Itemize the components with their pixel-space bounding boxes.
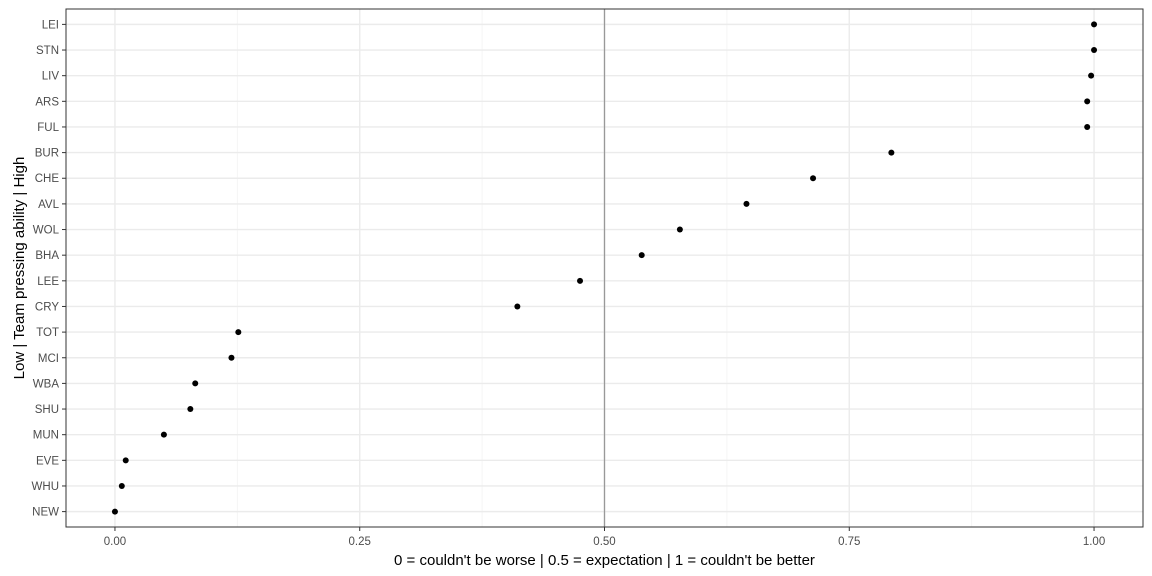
y-tick-label: MCI — [38, 353, 59, 365]
y-tick-label: WOL — [33, 225, 60, 237]
y-tick-label: BUR — [35, 148, 59, 160]
data-point-mun — [160, 431, 167, 438]
x-tick-label: 0.50 — [593, 536, 615, 548]
y-tick-label: FUL — [37, 122, 59, 134]
x-tick-label: 0.75 — [838, 536, 860, 548]
data-point-liv — [1088, 72, 1095, 79]
y-tick-label: LIV — [42, 71, 60, 83]
y-tick-label: CHE — [35, 173, 60, 185]
data-point-ful — [1084, 123, 1091, 130]
data-point-ars — [1084, 98, 1091, 105]
y-tick-label: ARS — [35, 96, 59, 108]
y-axis-ticks: NEW WHU EVE MUN SHU WBA MCI TOT CRY LEE BHA WOL AVL C… — [32, 19, 66, 519]
data-point-lei — [1091, 21, 1098, 28]
y-tick-label: NEW — [32, 507, 59, 519]
data-point-eve — [122, 457, 129, 464]
y-tick-label: TOT — [36, 327, 59, 339]
x-tick-label: 1.00 — [1083, 536, 1105, 548]
y-tick-label: AVL — [38, 199, 59, 211]
data-point-wol — [676, 226, 683, 233]
data-points — [111, 21, 1098, 515]
y-tick-label: CRY — [35, 301, 59, 313]
data-point-che — [810, 175, 817, 182]
data-point-wba — [192, 380, 199, 387]
data-point-lee — [577, 277, 584, 284]
y-tick-label: MUN — [33, 430, 59, 442]
data-point-stn — [1091, 47, 1098, 54]
x-tick-label: 0.00 — [104, 536, 126, 548]
data-point-cry — [514, 303, 521, 310]
data-point-new — [111, 508, 118, 515]
data-point-whu — [118, 482, 125, 489]
y-axis-title: Low | Team pressing ability | High — [11, 157, 28, 380]
y-tick-label: LEE — [37, 276, 59, 288]
y-tick-label: SHU — [35, 404, 59, 416]
data-point-mci — [228, 354, 235, 361]
y-tick-label: STN — [36, 45, 59, 57]
x-axis-ticks: 0.00 0.25 0.50 0.75 1.00 — [104, 527, 1105, 548]
y-tick-label: LEI — [42, 19, 59, 31]
data-point-shu — [187, 406, 194, 413]
x-tick-label: 0.25 — [349, 536, 371, 548]
data-point-bur — [888, 149, 895, 156]
y-tick-label: EVE — [36, 455, 59, 467]
data-point-tot — [235, 329, 242, 336]
data-point-avl — [743, 200, 750, 207]
y-tick-label: WHU — [32, 481, 59, 493]
y-tick-label: WBA — [33, 378, 60, 390]
data-point-bha — [638, 252, 645, 259]
x-axis-title: 0 = couldn't be worse | 0.5 = expectatio… — [394, 552, 815, 569]
y-tick-label: BHA — [35, 250, 59, 262]
